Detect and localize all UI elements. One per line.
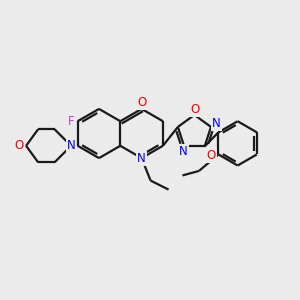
Text: F: F	[68, 115, 74, 128]
Text: N: N	[137, 152, 146, 165]
Text: N: N	[212, 117, 221, 130]
Text: O: O	[137, 96, 146, 109]
Text: O: O	[206, 149, 216, 162]
Text: N: N	[67, 139, 76, 152]
Text: O: O	[15, 139, 24, 152]
Text: O: O	[190, 103, 200, 116]
Text: N: N	[179, 145, 188, 158]
